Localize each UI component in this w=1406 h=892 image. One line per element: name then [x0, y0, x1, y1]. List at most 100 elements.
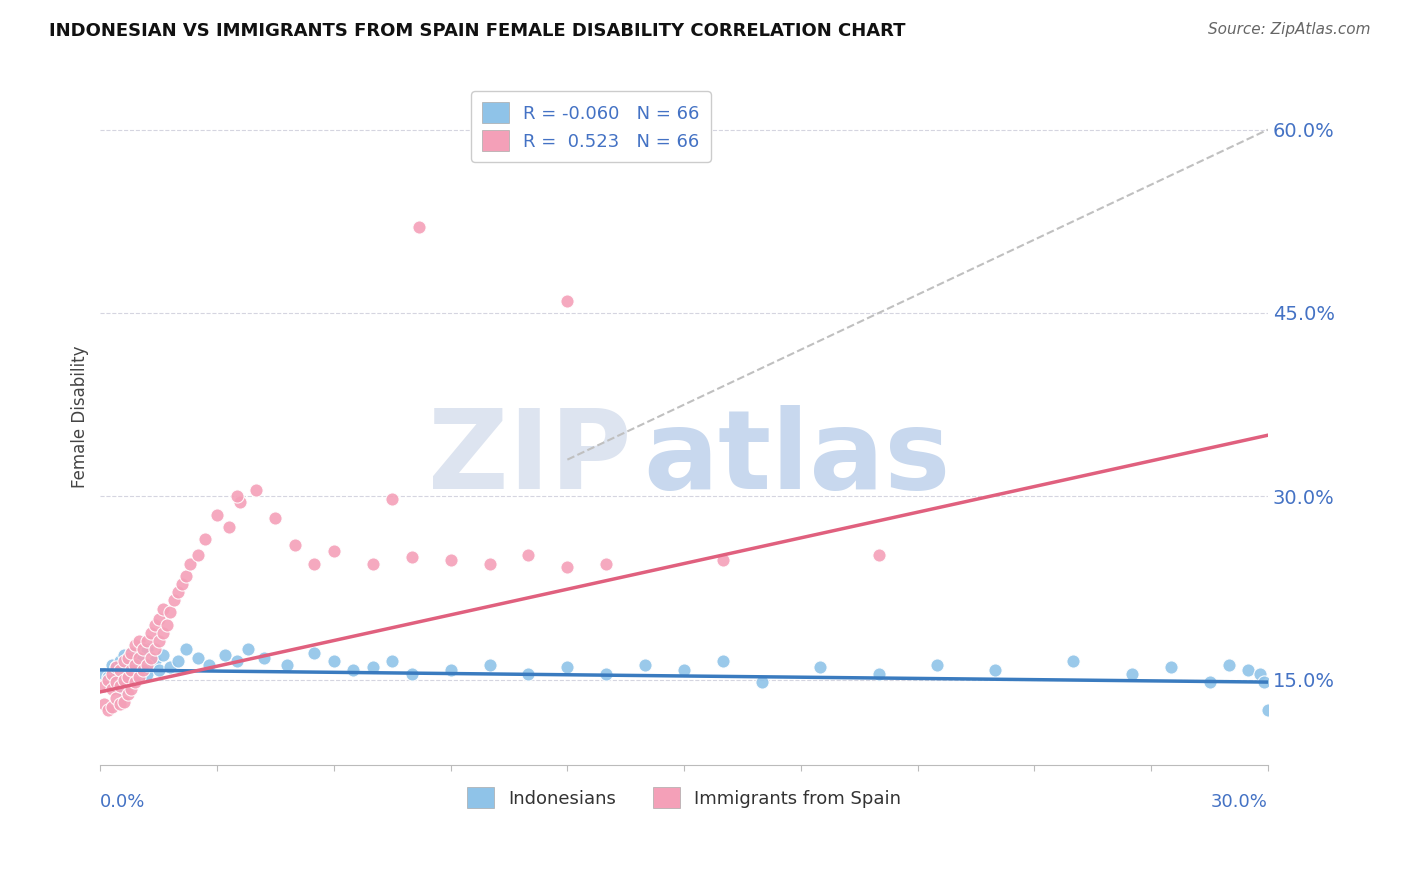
Point	[187, 548, 209, 562]
Point	[557, 660, 579, 674]
Text: INDONESIAN VS IMMIGRANTS FROM SPAIN FEMALE DISABILITY CORRELATION CHART: INDONESIAN VS IMMIGRANTS FROM SPAIN FEMA…	[49, 22, 905, 40]
Point	[253, 650, 276, 665]
Point	[381, 491, 404, 506]
Point	[139, 650, 162, 665]
Point	[121, 646, 143, 660]
Point	[557, 293, 579, 308]
Point	[139, 657, 162, 672]
Point	[925, 657, 948, 672]
Point	[322, 544, 344, 558]
Point	[304, 646, 326, 660]
Point	[104, 679, 127, 693]
Point	[108, 663, 131, 677]
Point	[108, 663, 131, 677]
Point	[132, 660, 155, 674]
Point	[108, 679, 131, 693]
Point	[439, 553, 461, 567]
Point	[112, 695, 135, 709]
Point	[205, 508, 228, 522]
Point	[401, 550, 423, 565]
Point	[159, 660, 181, 674]
Point	[117, 670, 139, 684]
Point	[1218, 657, 1240, 672]
Point	[167, 584, 190, 599]
Point	[1257, 703, 1279, 717]
Point	[408, 220, 430, 235]
Y-axis label: Female Disability: Female Disability	[72, 345, 89, 488]
Point	[174, 642, 197, 657]
Point	[104, 690, 127, 705]
Point	[284, 538, 307, 552]
Point	[595, 666, 617, 681]
Text: Source: ZipAtlas.com: Source: ZipAtlas.com	[1208, 22, 1371, 37]
Point	[517, 666, 540, 681]
Point	[128, 650, 150, 665]
Point	[104, 660, 127, 674]
Point	[97, 703, 120, 717]
Point	[238, 642, 260, 657]
Point	[117, 650, 139, 665]
Point	[711, 553, 734, 567]
Point	[101, 675, 124, 690]
Point	[143, 642, 166, 657]
Point	[143, 617, 166, 632]
Point	[121, 646, 143, 660]
Point	[101, 657, 124, 672]
Point	[124, 675, 146, 690]
Point	[148, 611, 170, 625]
Point	[112, 648, 135, 663]
Point	[868, 666, 890, 681]
Point	[108, 697, 131, 711]
Point	[121, 682, 143, 697]
Point	[478, 557, 501, 571]
Text: atlas: atlas	[644, 405, 950, 512]
Point	[1198, 675, 1220, 690]
Point	[101, 682, 124, 697]
Point	[711, 654, 734, 668]
Point	[225, 489, 247, 503]
Point	[187, 650, 209, 665]
Point	[634, 657, 657, 672]
Point	[101, 699, 124, 714]
Point	[112, 673, 135, 687]
Legend: Indonesians, Immigrants from Spain: Indonesians, Immigrants from Spain	[460, 780, 908, 815]
Point	[132, 642, 155, 657]
Point	[121, 663, 143, 677]
Point	[361, 660, 384, 674]
Point	[198, 657, 221, 672]
Point	[673, 663, 696, 677]
Point	[136, 642, 159, 657]
Point	[128, 666, 150, 681]
Point	[174, 568, 197, 582]
Point	[517, 548, 540, 562]
Point	[159, 606, 181, 620]
Point	[97, 673, 120, 687]
Point	[304, 557, 326, 571]
Point	[276, 657, 298, 672]
Point	[124, 673, 146, 687]
Point	[128, 650, 150, 665]
Point	[1062, 654, 1084, 668]
Point	[179, 557, 201, 571]
Point	[401, 666, 423, 681]
Point	[148, 633, 170, 648]
Point	[172, 577, 194, 591]
Point	[152, 601, 174, 615]
Point	[868, 548, 890, 562]
Text: 0.0%: 0.0%	[100, 793, 146, 811]
Point	[104, 660, 127, 674]
Point	[595, 557, 617, 571]
Point	[108, 682, 131, 697]
Point	[478, 657, 501, 672]
Point	[93, 666, 115, 681]
Point	[117, 666, 139, 681]
Point	[1121, 666, 1143, 681]
Point	[1253, 675, 1275, 690]
Point	[128, 670, 150, 684]
Point	[214, 648, 236, 663]
Point	[117, 687, 139, 701]
Point	[93, 679, 115, 693]
Point	[152, 648, 174, 663]
Point	[104, 666, 127, 681]
Point	[101, 666, 124, 681]
